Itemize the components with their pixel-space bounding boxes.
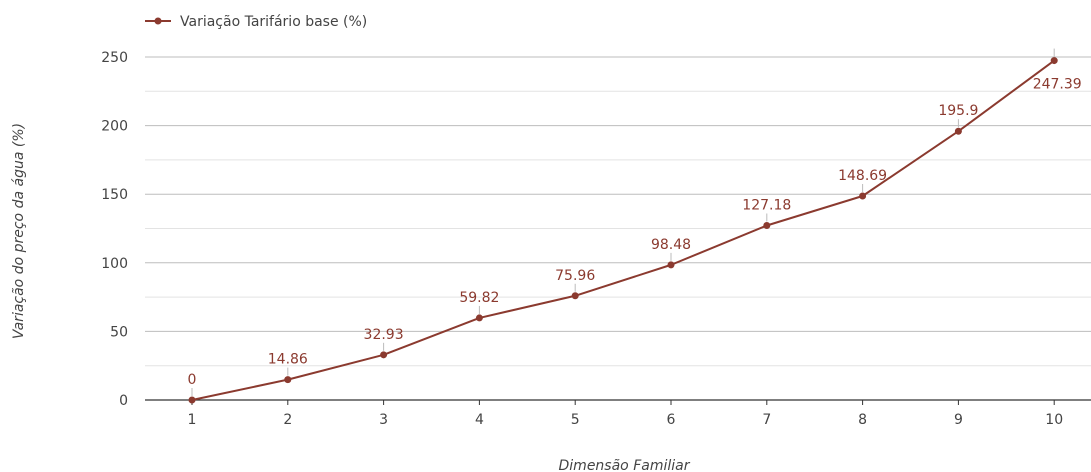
y-tick-label: 0 (119, 393, 128, 409)
series-line-layer (191, 59, 1055, 401)
grid (145, 56, 1091, 401)
x-tick-label: 1 (188, 412, 197, 428)
data-point[interactable] (954, 127, 962, 135)
data-label: 127.18 (742, 198, 791, 214)
data-label: 0 (188, 372, 197, 388)
x-tick-label: 4 (475, 412, 484, 428)
x-axis-ticks: 1 2 3 4 5 6 7 8 9 10 (188, 400, 1063, 428)
data-label: 247.39 (1033, 77, 1082, 93)
data-label: 14.86 (268, 352, 308, 368)
data-point[interactable] (380, 351, 388, 359)
x-tick-label: 9 (954, 412, 963, 428)
data-point[interactable] (667, 261, 675, 269)
x-tick-label: 7 (762, 412, 771, 428)
y-tick-label: 100 (101, 256, 128, 272)
x-tick-label: 3 (379, 412, 388, 428)
data-point[interactable] (763, 222, 771, 230)
y-tick-label: 250 (101, 50, 128, 66)
data-point[interactable] (188, 396, 196, 404)
y-tick-label: 200 (101, 119, 128, 135)
series-line (191, 59, 1055, 401)
data-point[interactable] (284, 376, 292, 384)
data-label: 75.96 (555, 268, 595, 284)
y-axis-title: Variação do preço da água (%) (11, 123, 27, 339)
y-tick-label: 50 (110, 324, 128, 340)
data-points (188, 57, 1058, 404)
y-tick-label: 150 (101, 187, 128, 203)
data-point[interactable] (475, 314, 483, 322)
legend-label: Variação Tarifário base (%) (180, 14, 367, 30)
x-tick-label: 10 (1045, 412, 1063, 428)
data-label: 59.82 (459, 290, 499, 306)
data-point[interactable] (859, 192, 867, 200)
data-labels: 0 14.86 32.93 59.82 75.96 98.48 127.18 148.69 19… (188, 48, 1082, 396)
y-axis-ticks: 0 50 100 150 200 250 (101, 50, 128, 409)
data-point[interactable] (571, 292, 579, 300)
legend-point-marker (154, 17, 162, 25)
x-tick-label: 2 (283, 412, 292, 428)
legend[interactable]: Variação Tarifário base (%) (145, 14, 367, 30)
x-tick-label: 8 (858, 412, 867, 428)
data-label: 32.93 (364, 327, 404, 343)
x-tick-label: 5 (571, 412, 580, 428)
data-label: 148.69 (838, 168, 887, 184)
data-label: 195.9 (938, 103, 978, 119)
data-point[interactable] (1050, 57, 1058, 65)
data-label: 98.48 (651, 237, 691, 253)
x-axis-title: Dimensão Familiar (559, 458, 691, 472)
x-tick-label: 6 (667, 412, 676, 428)
